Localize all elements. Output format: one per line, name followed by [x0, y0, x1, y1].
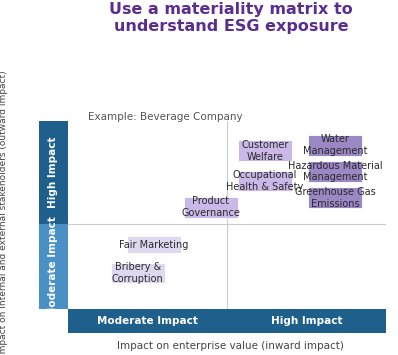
Text: Product
Governance: Product Governance [181, 196, 240, 218]
FancyBboxPatch shape [238, 170, 292, 191]
Bar [227, 309, 386, 333]
Text: Customer
Welfare: Customer Welfare [241, 140, 289, 162]
Text: Fair Marketing: Fair Marketing [119, 240, 188, 250]
Text: Occupational
Health & Safety: Occupational Health & Safety [226, 170, 304, 192]
Text: High Impact: High Impact [271, 316, 342, 326]
Text: Hazardous Material
Management: Hazardous Material Management [288, 161, 382, 182]
Text: Moderate Impact: Moderate Impact [48, 216, 59, 317]
Bar [39, 121, 68, 224]
FancyBboxPatch shape [127, 236, 181, 253]
FancyBboxPatch shape [184, 197, 238, 218]
Text: Impact on enterprise value (inward impact): Impact on enterprise value (inward impac… [117, 342, 344, 351]
FancyBboxPatch shape [308, 187, 362, 208]
Bar [39, 224, 68, 309]
Text: Example: Beverage Company: Example: Beverage Company [88, 112, 242, 122]
Text: Use a materiality matrix to
understand ESG exposure: Use a materiality matrix to understand E… [109, 2, 353, 34]
FancyBboxPatch shape [238, 141, 292, 161]
Text: Bribery &
Corruption: Bribery & Corruption [112, 262, 164, 284]
Text: Water
Management: Water Management [303, 134, 367, 156]
Text: High Impact: High Impact [48, 137, 59, 208]
FancyBboxPatch shape [111, 263, 165, 283]
Text: Impact on internal and external stakeholders (outward impact): Impact on internal and external stakehol… [0, 70, 8, 355]
FancyBboxPatch shape [308, 135, 362, 155]
Bar [68, 309, 227, 333]
Text: Moderate Impact: Moderate Impact [97, 316, 198, 326]
Text: Greenhouse Gas
Emissions: Greenhouse Gas Emissions [295, 187, 375, 209]
FancyBboxPatch shape [308, 161, 362, 182]
